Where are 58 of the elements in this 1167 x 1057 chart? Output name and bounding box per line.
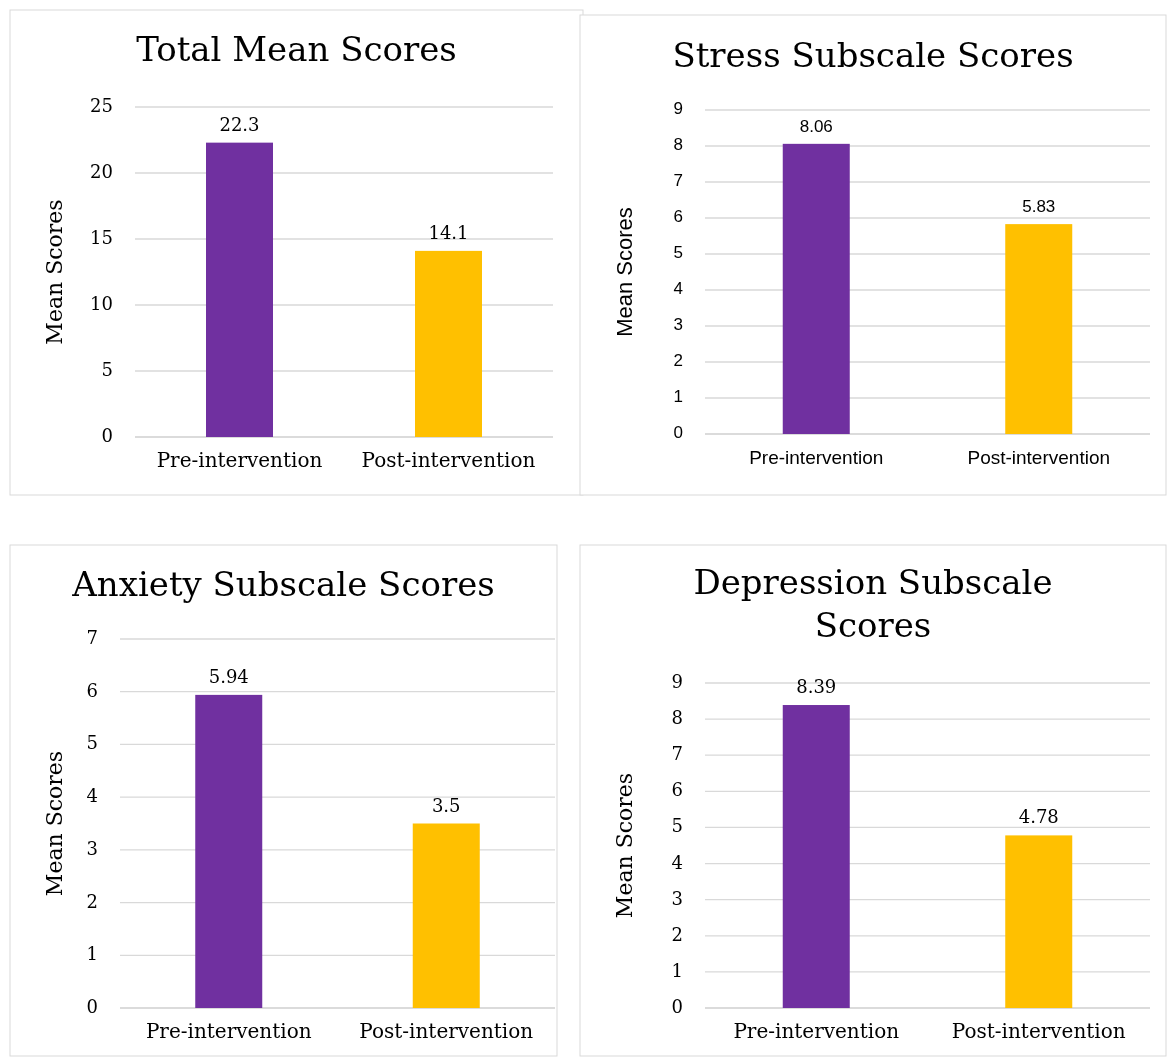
data-label: 5.83 xyxy=(1022,197,1056,217)
chart-title: Anxiety Subscale Scores xyxy=(71,564,495,604)
y-tick-label: 2 xyxy=(673,351,683,371)
y-tick-label: 10 xyxy=(90,293,113,314)
y-tick-label: 6 xyxy=(671,779,683,801)
y-tick-label: 2 xyxy=(86,890,98,912)
data-label: 8.06 xyxy=(799,116,833,136)
y-tick-label: 5 xyxy=(673,243,683,263)
y-tick-label: 3 xyxy=(673,315,683,335)
y-axis-title: Mean Scores xyxy=(42,199,67,345)
chart-title: Depression Subscale Scores xyxy=(693,562,1053,645)
x-tick-label: Pre-intervention xyxy=(156,448,323,472)
y-axis-title: Mean Scores xyxy=(612,207,637,337)
y-tick-label: 25 xyxy=(90,95,113,116)
y-tick-label: 4 xyxy=(673,279,683,299)
y-tick-label: 4 xyxy=(86,785,98,807)
y-axis-title: Mean Scores xyxy=(42,750,67,897)
data-label: 5.94 xyxy=(208,665,249,687)
data-label: 4.78 xyxy=(1018,806,1059,828)
data-label: 14.1 xyxy=(428,221,469,243)
chart-title: Stress Subscale Scores xyxy=(672,35,1074,75)
data-label: 8.39 xyxy=(796,676,837,698)
y-tick-label: 8 xyxy=(671,707,683,729)
y-tick-label: 0 xyxy=(673,423,683,443)
y-tick-label: 1 xyxy=(86,943,98,965)
y-tick-label: 7 xyxy=(671,743,683,765)
y-tick-label: 9 xyxy=(673,99,683,119)
y-tick-label: 6 xyxy=(86,679,98,701)
x-tick-label: Pre-intervention xyxy=(749,447,884,468)
y-tick-label: 1 xyxy=(673,387,683,407)
y-tick-label: 2 xyxy=(671,923,683,945)
x-tick-label: Post-intervention xyxy=(967,447,1111,468)
data-label: 22.3 xyxy=(219,113,260,135)
y-tick-label: 7 xyxy=(86,627,98,648)
y-axis-title: Mean Scores xyxy=(612,772,637,919)
y-tick-label: 0 xyxy=(671,996,683,1017)
chart-title: Total Mean Scores xyxy=(136,29,457,69)
y-tick-label: 8 xyxy=(673,135,683,155)
y-tick-label: 1 xyxy=(671,959,683,981)
data-label: 3.5 xyxy=(431,794,461,816)
y-tick-label: 9 xyxy=(671,671,683,692)
y-tick-label: 5 xyxy=(101,359,113,380)
y-tick-label: 7 xyxy=(673,171,683,191)
y-tick-label: 20 xyxy=(90,161,113,182)
x-tick-label: Post-intervention xyxy=(359,1019,534,1043)
y-tick-label: 5 xyxy=(86,732,98,754)
x-tick-label: Post-intervention xyxy=(361,448,536,472)
y-tick-label: 6 xyxy=(673,207,683,227)
y-tick-label: 4 xyxy=(671,851,683,873)
y-tick-label: 3 xyxy=(671,887,683,909)
x-tick-label: Pre-intervention xyxy=(145,1019,312,1043)
y-tick-label: 3 xyxy=(86,837,98,859)
y-tick-label: 15 xyxy=(90,227,113,248)
y-tick-label: 0 xyxy=(101,425,113,446)
y-tick-label: 0 xyxy=(86,996,98,1017)
y-tick-label: 5 xyxy=(671,815,683,837)
x-tick-label: Post-intervention xyxy=(951,1019,1126,1043)
x-tick-label: Pre-intervention xyxy=(733,1019,900,1043)
